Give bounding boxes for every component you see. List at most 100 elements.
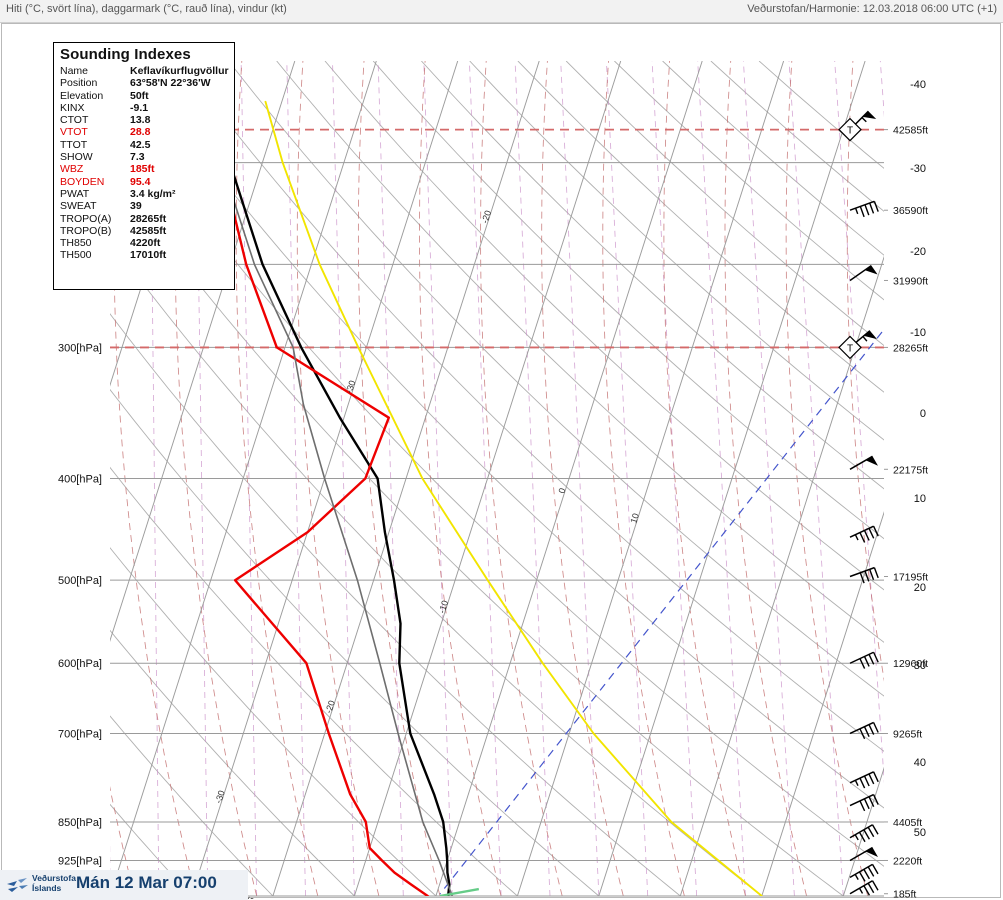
- wind-barb[interactable]: [849, 200, 879, 218]
- barb-full: [871, 880, 879, 891]
- barb-full: [863, 726, 870, 737]
- temperature-tick-label-right: 50: [914, 827, 926, 839]
- barb-full: [869, 569, 875, 580]
- mixing-ratio-line: [605, 61, 649, 896]
- mixing-ratio-line: [423, 61, 453, 896]
- pressure-tick-label: 400[hPa]: [58, 474, 102, 486]
- index-row: TTOT 42.5: [54, 139, 234, 151]
- index-row: TROPO(B) 42585ft: [54, 225, 234, 237]
- wind-barb[interactable]: [849, 651, 879, 669]
- barb-full: [868, 796, 875, 807]
- mixing-ratio-line: [240, 61, 258, 896]
- barb-full: [871, 824, 879, 835]
- index-value: 7.3: [130, 151, 145, 164]
- wind-barb[interactable]: [849, 880, 879, 896]
- temperature-tick-label-right: -20: [910, 246, 926, 258]
- barb-shaft: [849, 651, 874, 664]
- header-left-caption: Hiti (°C, svört lína), daggarmark (°C, r…: [6, 3, 287, 15]
- barb-half: [858, 887, 864, 894]
- barb-full: [867, 866, 875, 877]
- wind-barb[interactable]: [849, 863, 879, 882]
- wet-bulb-zero-line: [439, 331, 883, 895]
- mixing-ratio-line: [332, 61, 355, 896]
- barb-half: [854, 834, 859, 841]
- index-row: SHOW 7.3: [54, 151, 234, 163]
- pressure-tick-label: 600[hPa]: [58, 658, 102, 670]
- mixing-ratio-line: [742, 61, 795, 896]
- index-name: VTOT: [60, 126, 88, 139]
- barb-full: [864, 570, 870, 582]
- surface-green-segment: [439, 887, 480, 896]
- footer-timestamp: Mán 12 Mar 07:00: [76, 873, 217, 892]
- barb-full: [859, 206, 865, 218]
- barb-full: [863, 656, 870, 667]
- barb-full: [863, 530, 870, 541]
- barb-pennant: [862, 111, 877, 120]
- index-name: BOYDEN: [60, 175, 105, 188]
- wind-barb[interactable]: [849, 525, 879, 543]
- barb-shaft: [849, 846, 873, 862]
- saturated-adiabat: [2, 61, 12, 896]
- barb-full: [858, 831, 866, 843]
- dry-adiabat: [110, 388, 600, 896]
- index-value: 4220ft: [130, 237, 161, 250]
- barb-full: [859, 572, 865, 584]
- isotherm-label: -10: [437, 599, 451, 614]
- index-value: 95.4: [130, 175, 151, 188]
- altitude-tick-label: 12960ft: [893, 658, 928, 670]
- index-name: SHOW: [60, 151, 93, 164]
- wind-barb[interactable]: [849, 771, 879, 789]
- temperature-tick-label-right: 20: [914, 582, 926, 594]
- wind-barb[interactable]: [849, 566, 879, 584]
- altitude-tick-label: 42585ft: [893, 125, 928, 137]
- barb-full: [859, 800, 866, 812]
- wind-barb[interactable]: [849, 455, 878, 470]
- altitude-tick-label: 28265ft: [893, 342, 928, 354]
- index-name: Name: [60, 65, 89, 77]
- wind-barb[interactable]: [849, 824, 879, 843]
- index-name: TH850: [60, 237, 92, 250]
- header-bar: Hiti (°C, svört lína), daggarmark (°C, r…: [0, 0, 1003, 23]
- wind-barb[interactable]: [849, 721, 879, 740]
- mixing-ratio-line: [195, 61, 209, 896]
- barb-shaft: [849, 455, 873, 470]
- barb-full: [863, 869, 871, 880]
- altitude-tick-label: 185ft: [893, 889, 916, 899]
- barb-full: [873, 201, 879, 212]
- index-value: 42585ft: [130, 224, 167, 237]
- saturated-adiabat: [908, 61, 990, 896]
- barb-shaft: [849, 824, 873, 839]
- altitude-tick-label: 2220ft: [893, 855, 922, 867]
- index-row: TH850 4220ft: [54, 237, 234, 249]
- barb-full: [869, 202, 875, 214]
- barb-pennant: [864, 265, 878, 275]
- index-name: WBZ: [60, 163, 84, 176]
- index-value: Keflavíkurflugvöllur: [130, 65, 229, 77]
- barb-full: [863, 885, 871, 896]
- index-name: Elevation: [60, 89, 104, 102]
- isotherm-label: 10: [628, 512, 641, 525]
- wind-barb-column[interactable]: [849, 110, 879, 896]
- barb-full: [859, 532, 866, 543]
- series-dewpoint: [199, 100, 429, 896]
- mixing-ratio-line: [149, 61, 160, 896]
- wind-barb[interactable]: [849, 264, 878, 282]
- temperature-tick-label-right: 10: [914, 493, 926, 505]
- altitude-tick-label: 22175ft: [893, 464, 928, 476]
- isotherm-label: -20: [480, 209, 494, 224]
- wind-barb[interactable]: [849, 793, 879, 812]
- index-value: 28.8: [130, 126, 151, 139]
- index-name: SWEAT: [60, 200, 97, 213]
- barb-shaft: [849, 721, 874, 735]
- header-right-caption: Veðurstofan/Harmonie: 12.03.2018 06:00 U…: [747, 3, 997, 15]
- index-row: WBZ 185ft: [54, 163, 234, 175]
- index-value: -9.1: [130, 101, 149, 114]
- index-value: 185ft: [130, 163, 155, 176]
- mixing-ratio-label: 64: [825, 897, 839, 899]
- skewt-plot[interactable]: 200[hPa]250[hPa]300[hPa]400[hPa]500[hPa]…: [2, 24, 1002, 899]
- temperature-axis-right: -40 -30 -20 -10 0 10 20 30 40 50: [910, 79, 926, 839]
- wind-barb[interactable]: [849, 846, 878, 862]
- barb-half: [854, 534, 859, 541]
- mixing-ratio-label: 16: [635, 897, 649, 899]
